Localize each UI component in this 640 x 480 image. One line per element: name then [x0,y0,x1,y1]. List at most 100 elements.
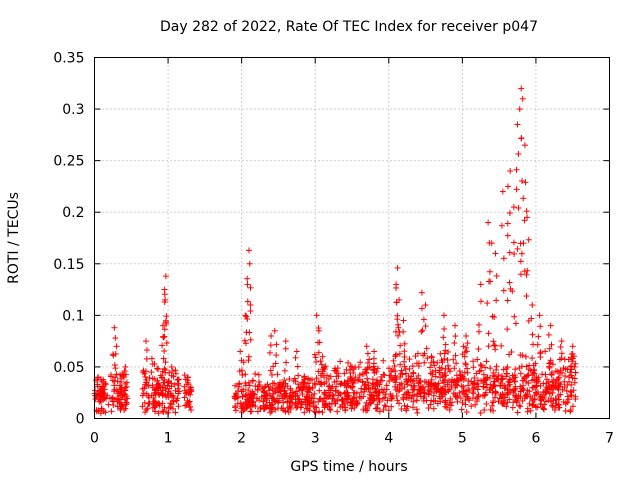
data-point [476,368,483,375]
data-point [281,377,288,384]
data-point [396,296,403,303]
data-point [341,370,348,377]
data-point [533,383,540,390]
data-point [432,373,439,380]
data-point [277,385,284,392]
data-point [143,347,150,354]
data-point [397,342,404,349]
data-point [149,398,156,405]
data-point [158,374,165,381]
data-point [485,343,492,350]
data-point [547,398,554,405]
data-point [376,389,383,396]
data-point [309,376,316,383]
data-point [495,398,502,405]
data-point [452,352,459,359]
data-point [370,381,377,388]
data-point [246,260,253,267]
data-point [422,323,429,330]
data-point [511,378,518,385]
data-point [440,379,447,386]
data-point [543,376,550,383]
data-point [139,403,146,410]
data-point [485,219,492,226]
data-point [318,381,325,388]
data-point [418,305,425,312]
data-point [277,379,284,386]
data-point [257,404,264,411]
data-point [244,316,251,323]
data-point [232,404,239,411]
data-point [244,281,251,288]
data-point [162,359,169,366]
data-point [523,208,530,215]
data-point [246,247,252,254]
data-point [404,378,411,385]
data-point [183,389,190,396]
data-point [122,380,129,387]
data-point [414,409,421,416]
data-point [500,397,507,404]
data-point [426,388,433,395]
data-point [401,340,408,347]
data-point [421,390,428,397]
data-point [399,371,406,378]
data-point [543,389,550,396]
data-point [323,378,330,385]
data-point [293,404,300,411]
data-point [234,387,241,394]
data-point [240,388,247,395]
data-point [267,409,274,416]
data-point [452,322,458,329]
data-point [304,405,311,412]
data-point [118,401,125,408]
data-point [358,385,365,392]
data-point [534,404,541,411]
data-point [447,395,454,402]
data-point [406,356,413,363]
data-point [369,393,376,400]
data-point [102,381,109,388]
data-point [268,406,275,413]
data-point [156,402,163,409]
data-point [415,372,422,379]
data-point [537,350,544,357]
data-point [233,391,240,398]
data-point [315,368,322,375]
data-point [477,367,484,374]
data-point [511,250,518,257]
data-point [464,365,471,372]
data-point [499,375,506,382]
data-point [462,344,469,351]
data-point [256,378,263,385]
data-point [143,379,150,386]
data-point [181,383,188,390]
data-point [320,364,327,371]
data-point [367,389,374,396]
data-point [169,368,176,375]
data-point [385,407,392,414]
data-point [460,383,467,390]
data-point [454,398,461,405]
data-point [274,405,281,412]
data-point [515,204,522,211]
data-point [172,409,179,416]
data-point [522,392,529,399]
grid-lines [94,57,610,419]
data-point [99,384,106,391]
data-point [496,395,503,402]
data-point [524,387,531,394]
data-point [150,394,157,401]
data-point [386,365,393,372]
data-point [516,106,523,113]
data-point [117,375,124,382]
data-point [329,391,336,398]
data-point [361,388,368,395]
data-point [376,398,383,405]
data-point [347,363,354,370]
data-point [547,359,554,366]
data-point [295,372,302,379]
data-point [486,268,493,275]
data-point [151,360,158,367]
data-point [395,388,402,395]
